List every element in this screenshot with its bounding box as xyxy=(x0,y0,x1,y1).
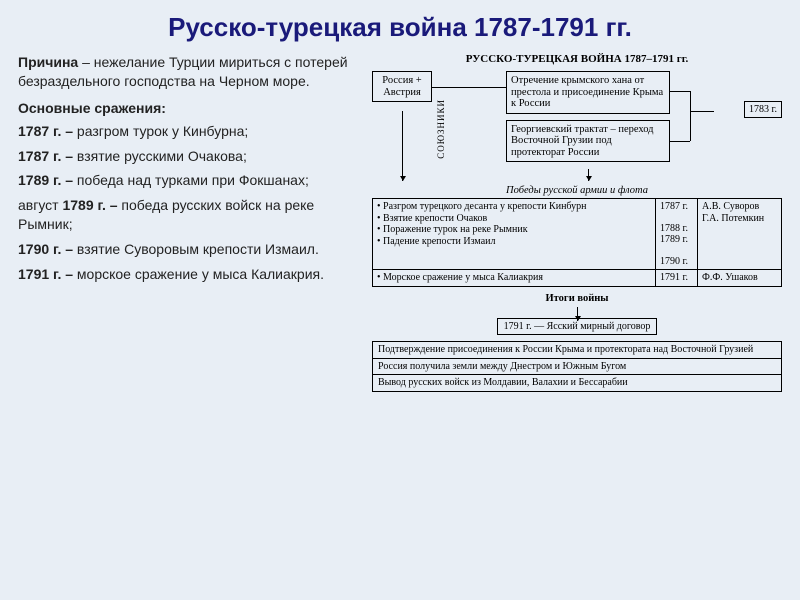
year-text: 1790 г. xyxy=(660,256,693,268)
reason-label: Причина xyxy=(18,54,78,70)
event-2: 1789 г. – победа над турками при Фокшана… xyxy=(18,171,358,190)
text-column: Причина – нежелание Турции мириться с по… xyxy=(18,53,358,392)
battles-heading: Основные сражения: xyxy=(18,99,358,118)
allies-box: Россия + Австрия xyxy=(372,71,432,102)
list-item: Разгром турецкого десанта у крепости Кин… xyxy=(377,201,651,213)
event-text: победа над турками при Фокшанах; xyxy=(73,172,309,188)
event-year: 1790 г. – xyxy=(18,241,73,257)
connector-line xyxy=(690,111,714,112)
result-cell: Россия получила земли между Днестром и Ю… xyxy=(373,358,782,375)
outcome-wrap: Итоги войны 1791 г. — Ясский мирный дого… xyxy=(372,293,782,336)
arrow-down-icon xyxy=(402,111,403,181)
event-3: август 1789 г. – победа русских войск на… xyxy=(18,196,358,234)
page-title: Русско-турецкая война 1787-1791 гг. xyxy=(18,12,782,43)
event-year: 1787 г. – xyxy=(18,148,73,164)
event-year: 1787 г. – xyxy=(18,123,73,139)
list-item: Морское сражение у мыса Калиакрия xyxy=(377,272,651,284)
year-text: 1788 г. xyxy=(660,223,693,235)
event-text: взятие русскими Очакова; xyxy=(73,148,247,164)
event-prefix: август xyxy=(18,197,62,213)
table-row: Вывод русских войск из Молдавии, Валахии… xyxy=(373,375,782,392)
year-text: 1789 г. xyxy=(660,234,693,246)
event-year: 1791 г. – xyxy=(18,266,73,282)
diagram-title: РУССКО-ТУРЕЦКАЯ ВОЙНА 1787–1791 гг. xyxy=(372,53,782,65)
list-item: Поражение турок на реке Рымник xyxy=(377,224,651,236)
arrow-down-icon xyxy=(588,169,589,181)
year-text: 1787 г. xyxy=(660,201,693,213)
persons-cell: А.В. Суворов Г.А. Потемкин xyxy=(698,199,782,270)
event-0: 1787 г. – разгром турок у Кинбурна; xyxy=(18,122,358,141)
victories-title: Победы русской армии и флота xyxy=(372,185,782,196)
year-box: 1783 г. xyxy=(744,101,782,118)
cause-box-0: Отречение крымского хана от престола и п… xyxy=(506,71,670,114)
event-year: 1789 г. – xyxy=(18,172,73,188)
event-5: 1791 г. – морское сражение у мыса Калиак… xyxy=(18,265,358,284)
years-cell: 1787 г. 1788 г. 1789 г. 1790 г. xyxy=(656,199,698,270)
connector-line xyxy=(670,91,690,92)
connector-line xyxy=(670,141,690,142)
event-text: разгром турок у Кинбурна; xyxy=(73,123,248,139)
victories-cell: Морское сражение у мыса Калиакрия xyxy=(373,270,656,287)
victories-cell: Разгром турецкого десанта у крепости Кин… xyxy=(373,199,656,270)
reason-paragraph: Причина – нежелание Турции мириться с по… xyxy=(18,53,358,91)
event-text: морское сражение у мыса Калиакрия. xyxy=(73,266,324,282)
table-row: Подтверждение присоединения к России Кры… xyxy=(373,342,782,359)
connector-line xyxy=(690,91,691,141)
event-text: взятие Суворовым крепости Измаил. xyxy=(73,241,319,257)
cause-box-1: Георгиевский трактат – переход Восточной… xyxy=(506,120,670,163)
allies-label: СОЮЗНИКИ xyxy=(436,99,446,159)
results-table: Подтверждение присоединения к России Кры… xyxy=(372,341,782,392)
table-row: Разгром турецкого десанта у крепости Кин… xyxy=(373,199,782,270)
result-cell: Подтверждение присоединения к России Кры… xyxy=(373,342,782,359)
table-row: Морское сражение у мыса Калиакрия 1791 г… xyxy=(373,270,782,287)
event-4: 1790 г. – взятие Суворовым крепости Изма… xyxy=(18,240,358,259)
list-item: Падение крепости Измаил xyxy=(377,236,651,248)
list-item: Взятие крепости Очаков xyxy=(377,213,651,225)
arrow-down-icon xyxy=(577,307,578,321)
years-cell: 1791 г. xyxy=(656,270,698,287)
persons-cell: Ф.Ф. Ушаков xyxy=(698,270,782,287)
outcomes-label: Итоги войны xyxy=(545,293,608,304)
connector-line xyxy=(432,87,506,88)
diagram-top-row: Россия + Австрия СОЮЗНИКИ Отречение крым… xyxy=(372,71,782,181)
event-1: 1787 г. – взятие русскими Очакова; xyxy=(18,147,358,166)
victories-table: Разгром турецкого десанта у крепости Кин… xyxy=(372,198,782,287)
diagram: РУССКО-ТУРЕЦКАЯ ВОЙНА 1787–1791 гг. Росс… xyxy=(372,53,782,392)
event-year: 1789 г. – xyxy=(62,197,117,213)
causes-column: Отречение крымского хана от престола и п… xyxy=(506,71,670,168)
table-row: Россия получила земли между Днестром и Ю… xyxy=(373,358,782,375)
content-columns: Причина – нежелание Турции мириться с по… xyxy=(18,53,782,392)
result-cell: Вывод русских войск из Молдавии, Валахии… xyxy=(373,375,782,392)
